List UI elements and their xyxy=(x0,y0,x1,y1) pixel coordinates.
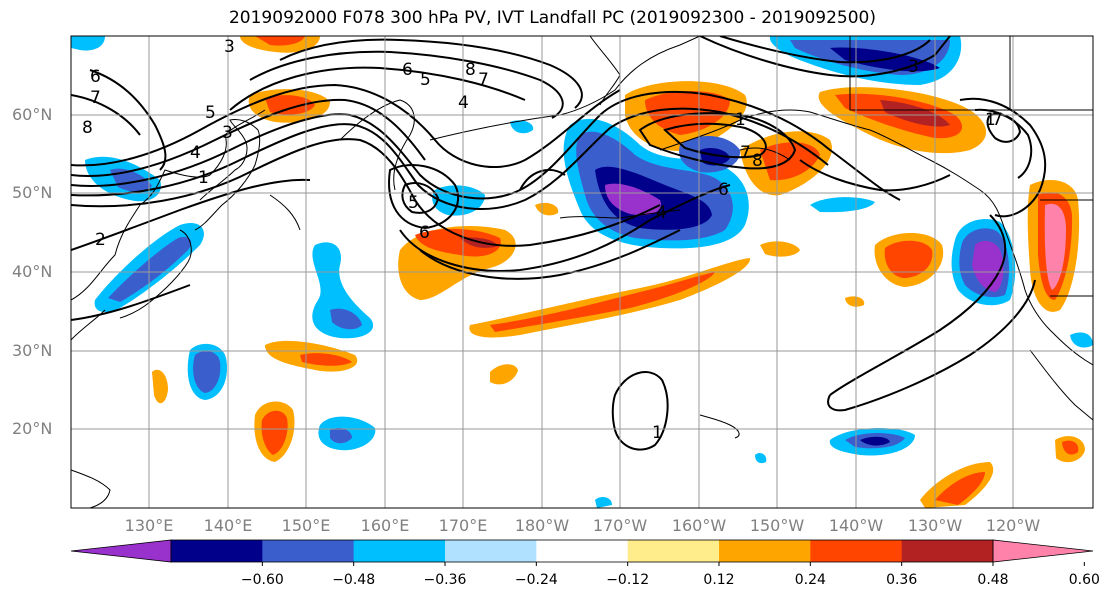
contour-label: 2 xyxy=(95,230,106,250)
lat-label: 50°N xyxy=(12,183,53,202)
lon-label: 160°W xyxy=(671,516,727,535)
lon-label: 140°E xyxy=(203,516,253,535)
lon-label: 120°W xyxy=(985,516,1041,535)
lat-label: 40°N xyxy=(12,262,53,281)
colorbar-extend-low xyxy=(70,539,172,563)
lon-label: 180°W xyxy=(514,516,570,535)
graticule xyxy=(71,36,1093,508)
contour-label: 3 xyxy=(224,37,235,57)
ivt-positive-anomalies xyxy=(152,36,1085,508)
colorbar-swatch xyxy=(719,540,811,562)
ivt-negative-anomalies xyxy=(71,36,1093,508)
lon-label: 170°W xyxy=(592,516,648,535)
colorbar-tick-label: 0.36 xyxy=(886,572,918,588)
colorbar-tick-label: −0.48 xyxy=(332,572,376,588)
lon-label: 150°W xyxy=(749,516,805,535)
contour-label: 8 xyxy=(465,60,476,80)
lon-label: 130°E xyxy=(124,516,174,535)
lat-label: 60°N xyxy=(12,105,53,124)
lat-label: 20°N xyxy=(12,419,53,438)
colorbar-swatch xyxy=(901,540,994,562)
contour-label: 1 xyxy=(735,110,746,130)
colorbar-swatch xyxy=(536,540,629,562)
contour-label: 6 xyxy=(402,60,413,80)
colorbar-tick-label: 0.48 xyxy=(977,572,1009,588)
contour-label: 5 xyxy=(408,193,419,213)
contour-label: 7 xyxy=(740,143,751,163)
map-frame xyxy=(70,35,1094,509)
contour-label: 7 xyxy=(992,110,1003,130)
lon-label: 150°E xyxy=(281,516,331,535)
colorbar-extend-high xyxy=(992,539,1094,563)
contour-label: 5 xyxy=(420,70,431,90)
colorbar-tick-label: 0.60 xyxy=(1068,572,1100,588)
colorbar-swatch xyxy=(262,540,355,562)
contour-label: 4 xyxy=(458,93,469,113)
contour-label: 3 xyxy=(222,123,233,143)
map-title: 2019092000 F078 300 hPa PV, IVT Landfall… xyxy=(228,8,876,28)
lat-label: 30°N xyxy=(12,341,53,360)
contour-labels: 3 6 7 8 5 3 4 1 2 6 5 4 8 7 1 7 8 6 4 5 … xyxy=(82,37,1003,443)
colorbar-tick-label: −0.12 xyxy=(606,572,650,588)
colorbar-swatch xyxy=(810,540,903,562)
lon-label: 170°E xyxy=(438,516,488,535)
contour-label: 1 xyxy=(198,168,209,188)
contour-label: 4 xyxy=(656,203,667,223)
contour-label: 8 xyxy=(752,151,763,171)
contour-label: 4 xyxy=(190,143,201,163)
contour-label: 7 xyxy=(478,70,489,90)
contour-label: 1 xyxy=(652,423,663,443)
contour-label: 5 xyxy=(205,103,216,123)
contour-label: 6 xyxy=(90,67,101,87)
colorbar xyxy=(70,539,1094,566)
colorbar-tick-label: −0.60 xyxy=(240,572,284,588)
colorbar-swatch xyxy=(445,540,537,562)
contour-label: 7 xyxy=(90,88,101,108)
coastlines xyxy=(71,36,1093,508)
colorbar-tick-label: 0.24 xyxy=(794,572,826,588)
colorbar-swatch xyxy=(627,540,720,562)
lon-label: 140°W xyxy=(828,516,884,535)
colorbar-swatch xyxy=(353,540,446,562)
colorbar-tick-label: −0.24 xyxy=(514,572,558,588)
contour-label: 8 xyxy=(82,118,93,138)
contour-label: 3 xyxy=(908,57,919,77)
colorbar-swatch xyxy=(171,540,263,562)
lon-label: 160°E xyxy=(360,516,410,535)
colorbar-tick-label: 0.12 xyxy=(703,572,735,588)
colorbar-frame xyxy=(170,539,994,563)
contour-label: 6 xyxy=(718,180,729,200)
contour-label: 6 xyxy=(419,223,430,243)
lon-label: 130°W xyxy=(907,516,963,535)
colorbar-tick-label: −0.36 xyxy=(423,572,467,588)
contour-label: 1 xyxy=(985,110,996,130)
pv-contours xyxy=(71,36,1047,451)
